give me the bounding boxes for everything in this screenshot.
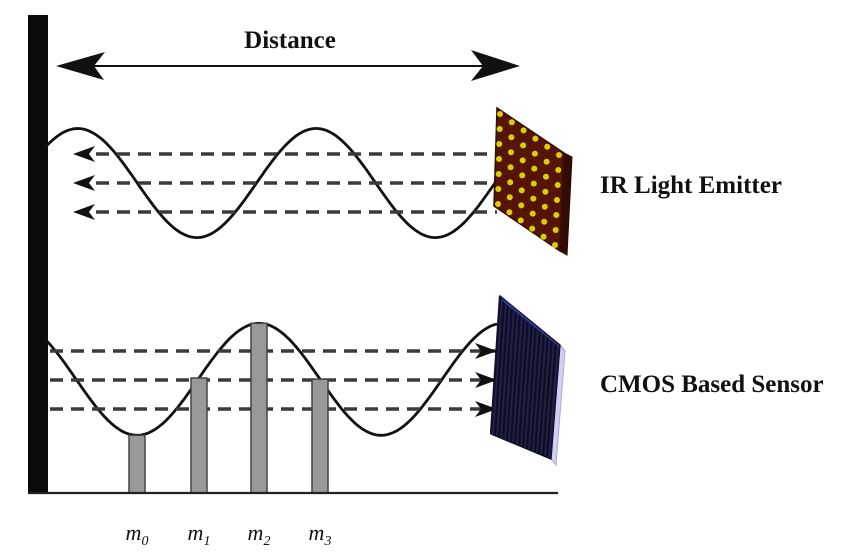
svg-text:Distance: Distance — [244, 27, 336, 54]
svg-text:IR Light Emitter: IR Light Emitter — [600, 172, 782, 199]
svg-text:CMOS Based Sensor: CMOS Based Sensor — [600, 371, 824, 398]
